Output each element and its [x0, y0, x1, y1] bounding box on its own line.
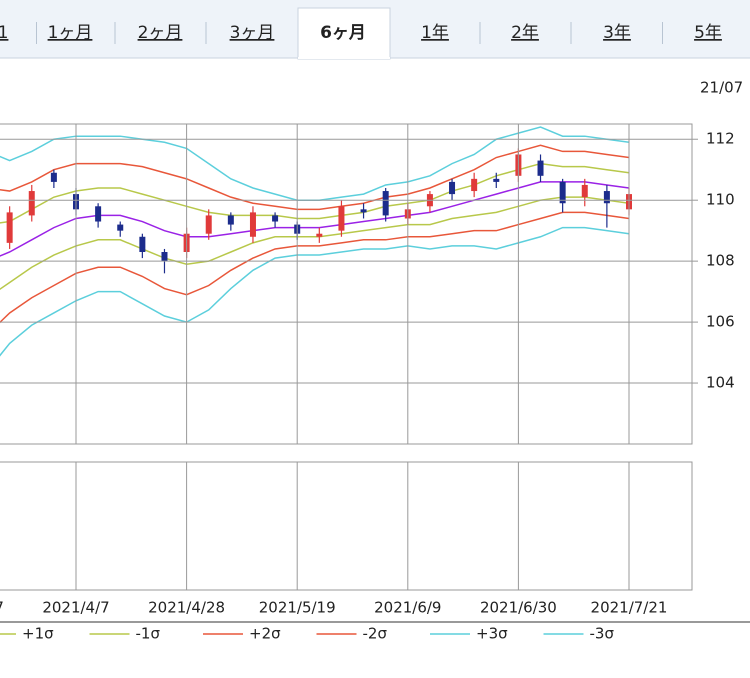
candle-body	[559, 181, 566, 204]
tab: 6ヶ月	[320, 23, 366, 43]
candle-body	[493, 178, 500, 182]
candle-body	[28, 191, 35, 216]
tab[interactable]: 1	[0, 23, 8, 43]
candle-body	[537, 160, 544, 176]
candle-body	[117, 224, 124, 231]
candle-body	[50, 172, 57, 182]
price-panel	[0, 123, 693, 445]
y-tick-label: 108	[706, 252, 735, 270]
band-line	[0, 196, 630, 291]
band-line	[0, 181, 630, 257]
plot-area	[0, 126, 632, 357]
tab[interactable]: 5年	[694, 23, 722, 43]
candle-body	[6, 212, 13, 243]
y-tick-label: 104	[706, 374, 735, 392]
x-tick-label: 2021/7/21	[591, 599, 668, 617]
candle-body	[382, 191, 389, 216]
candle-body	[581, 184, 588, 198]
date-label: 21/07	[700, 79, 743, 97]
legend-label: -3σ	[590, 625, 615, 643]
legend-label: -2σ	[363, 625, 388, 643]
x-tick-label: 2021/6/30	[480, 599, 557, 617]
tab[interactable]: 3ヶ月	[230, 23, 275, 43]
band-line	[0, 211, 630, 324]
tab[interactable]: 2ヶ月	[138, 23, 183, 43]
tab[interactable]: 3年	[603, 23, 631, 43]
x-tick-label: 2021/3/17	[0, 599, 4, 617]
x-tick-label: 2021/6/9	[374, 599, 441, 617]
candle-body	[449, 181, 456, 195]
candle-body	[316, 233, 323, 237]
candle-body	[360, 209, 367, 213]
candle-body	[139, 236, 146, 252]
y-tick-label: 106	[706, 313, 735, 331]
legend-label: +3σ	[476, 625, 508, 643]
active-tab-box	[297, 7, 391, 60]
candle-body	[471, 178, 478, 192]
tab[interactable]: 1年	[421, 23, 449, 43]
legend-label: +2σ	[249, 625, 281, 643]
volume-panel	[0, 461, 693, 591]
x-tick-label: 2021/4/7	[42, 599, 109, 617]
candle-body	[227, 215, 234, 225]
candle-body	[272, 215, 279, 222]
legend-label: +1σ	[22, 625, 54, 643]
candle-body	[161, 252, 168, 262]
legend-label: -1σ	[136, 625, 161, 643]
tab[interactable]: 1ヶ月	[48, 23, 93, 43]
y-tick-label: 110	[706, 191, 735, 209]
candle-body	[338, 206, 345, 231]
y-tick-label: 112	[706, 130, 735, 148]
candle-body	[249, 212, 256, 237]
candle-body	[603, 191, 610, 204]
x-tick-label: 2021/5/19	[259, 599, 336, 617]
candle-body	[205, 215, 212, 234]
candle-body	[95, 206, 102, 222]
band-line	[0, 226, 630, 357]
tab[interactable]: 2年	[511, 23, 539, 43]
x-tick-label: 2021/4/28	[148, 599, 225, 617]
